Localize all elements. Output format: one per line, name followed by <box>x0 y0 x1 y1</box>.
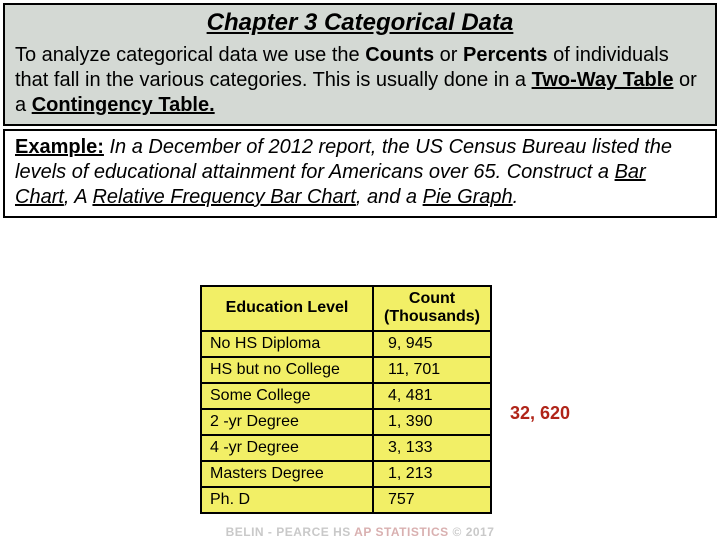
table-row: No HS Diploma 9, 945 <box>201 331 491 357</box>
example-term: Relative Frequency Bar Chart <box>92 186 355 208</box>
cell-label: 4 -yr Degree <box>201 435 373 461</box>
table-row: Ph. D 757 <box>201 487 491 513</box>
cell-label: HS but no College <box>201 357 373 383</box>
example-term: Pie Graph <box>423 186 513 208</box>
cell-label: No HS Diploma <box>201 331 373 357</box>
footer-right: © 2017 <box>449 525 495 539</box>
cell-label: 2 -yr Degree <box>201 409 373 435</box>
cell-count: 4, 481 <box>373 383 491 409</box>
table-row: 4 -yr Degree 3, 133 <box>201 435 491 461</box>
table-row: 2 -yr Degree 1, 390 <box>201 409 491 435</box>
education-table: Education Level Count (Thousands) No HS … <box>200 285 492 514</box>
cell-count: 3, 133 <box>373 435 491 461</box>
example-seg: . <box>513 186 519 208</box>
example-seg: In a December of 2012 report, the US Cen… <box>15 136 672 183</box>
col-header-education: Education Level <box>201 286 373 331</box>
cell-count: 11, 701 <box>373 357 491 383</box>
example-seg: , A <box>64 186 93 208</box>
intro-seg: To analyze categorical data we use the <box>15 44 365 66</box>
example-box: Example: In a December of 2012 report, t… <box>3 129 717 218</box>
data-table-wrap: Education Level Count (Thousands) No HS … <box>200 285 492 514</box>
intro-seg: or <box>434 44 463 66</box>
intro-term: Two-Way Table <box>532 69 674 91</box>
footer-ap: AP STATISTICS <box>354 525 449 539</box>
footer-left: BELIN - PEARCE HS <box>226 525 355 539</box>
total-count: 32, 620 <box>510 403 570 424</box>
cell-label: Masters Degree <box>201 461 373 487</box>
cell-label: Ph. D <box>201 487 373 513</box>
table-header-row: Education Level Count (Thousands) <box>201 286 491 331</box>
cell-count: 9, 945 <box>373 331 491 357</box>
col-header-count-l2: (Thousands) <box>384 308 480 325</box>
table-row: HS but no College11, 701 <box>201 357 491 383</box>
chapter-title: Chapter 3 Categorical Data <box>5 5 715 39</box>
cell-count: 1, 213 <box>373 461 491 487</box>
table-row: Some College 4, 481 <box>201 383 491 409</box>
footer-watermark: BELIN - PEARCE HS AP STATISTICS © 2017 <box>0 525 720 539</box>
table-row: Masters Degree 1, 213 <box>201 461 491 487</box>
intro-bold: Counts <box>365 44 434 66</box>
table-body: No HS Diploma 9, 945 HS but no College11… <box>201 331 491 513</box>
cell-count: 757 <box>373 487 491 513</box>
intro-term: Contingency Table. <box>32 94 215 116</box>
header-box: Chapter 3 Categorical Data To analyze ca… <box>3 3 717 126</box>
cell-count: 1, 390 <box>373 409 491 435</box>
col-header-count-l1: Count <box>409 290 455 307</box>
example-seg: , and a <box>356 186 423 208</box>
example-label: Example: <box>15 136 104 158</box>
cell-label: Some College <box>201 383 373 409</box>
intro-text: To analyze categorical data we use the C… <box>5 39 715 120</box>
intro-bold: Percents <box>463 44 548 66</box>
col-header-count: Count (Thousands) <box>373 286 491 331</box>
